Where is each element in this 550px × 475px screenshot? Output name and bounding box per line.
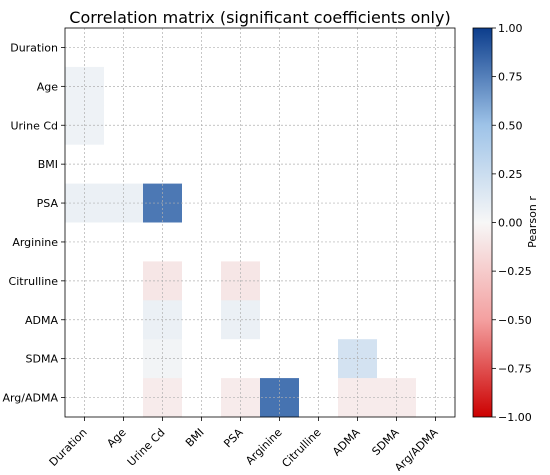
x-tick-label-4: PSA bbox=[221, 426, 246, 451]
colorbar-ticks: 1.00 0.75 0.50 0.25 0.00 −0.25 −0.50 −0.75 −1.00 bbox=[492, 22, 532, 424]
x-tick-label-0: Duration bbox=[47, 426, 90, 469]
x-tick-label-8: SDMA bbox=[369, 426, 401, 458]
y-tick-label-8: SDMA bbox=[26, 353, 59, 366]
y-tick-label-2: Urine Cd bbox=[10, 119, 58, 132]
x-tick-label-6: Citrulline bbox=[279, 426, 323, 470]
y-tick-label-0: Duration bbox=[10, 41, 58, 54]
y-axis-tick-labels: Duration Age Urine Cd BMI PSA Arginine Citrull… bbox=[2, 41, 58, 404]
heatmap-plot-area bbox=[61, 27, 456, 421]
colorbar-tick-label-7: −0.75 bbox=[498, 362, 532, 375]
colorbar-tick-label-2: 0.50 bbox=[498, 119, 523, 132]
colorbar-tick-label-3: 0.25 bbox=[498, 168, 523, 181]
colorbar-tick-label-1: 0.75 bbox=[498, 71, 523, 84]
chart-title: Correlation matrix (significant coeffici… bbox=[69, 8, 450, 27]
x-tick-label-3: BMI bbox=[183, 426, 207, 450]
y-tick-label-6: Citrulline bbox=[9, 275, 59, 288]
colorbar-label: Pearson r bbox=[526, 196, 539, 248]
x-tick-label-9: Arg/ADMA bbox=[392, 426, 441, 471]
y-tick-label-9: Arg/ADMA bbox=[2, 392, 58, 405]
y-tick-label-5: Arginine bbox=[12, 236, 58, 249]
colorbar-tick-label-5: −0.25 bbox=[498, 265, 532, 278]
colorbar-tick-label-8: −1.00 bbox=[498, 411, 532, 424]
y-tick-label-4: PSA bbox=[37, 197, 59, 210]
plot-frame bbox=[64, 27, 456, 418]
x-tick-label-2: Urine Cd bbox=[125, 426, 168, 469]
colorbar-tick-label-6: −0.50 bbox=[498, 314, 532, 327]
colorbar bbox=[472, 27, 493, 418]
colorbar-tick-label-0: 1.00 bbox=[498, 22, 523, 35]
colorbar-tick-label-4: 0.00 bbox=[498, 217, 523, 230]
colorbar-gradient bbox=[472, 27, 493, 418]
y-tick-label-3: BMI bbox=[38, 158, 58, 171]
x-tick-label-7: ADMA bbox=[330, 426, 363, 459]
y-tick-label-1: Age bbox=[37, 80, 59, 93]
y-tick-label-7: ADMA bbox=[25, 314, 58, 327]
x-tick-label-1: Age bbox=[104, 426, 128, 450]
